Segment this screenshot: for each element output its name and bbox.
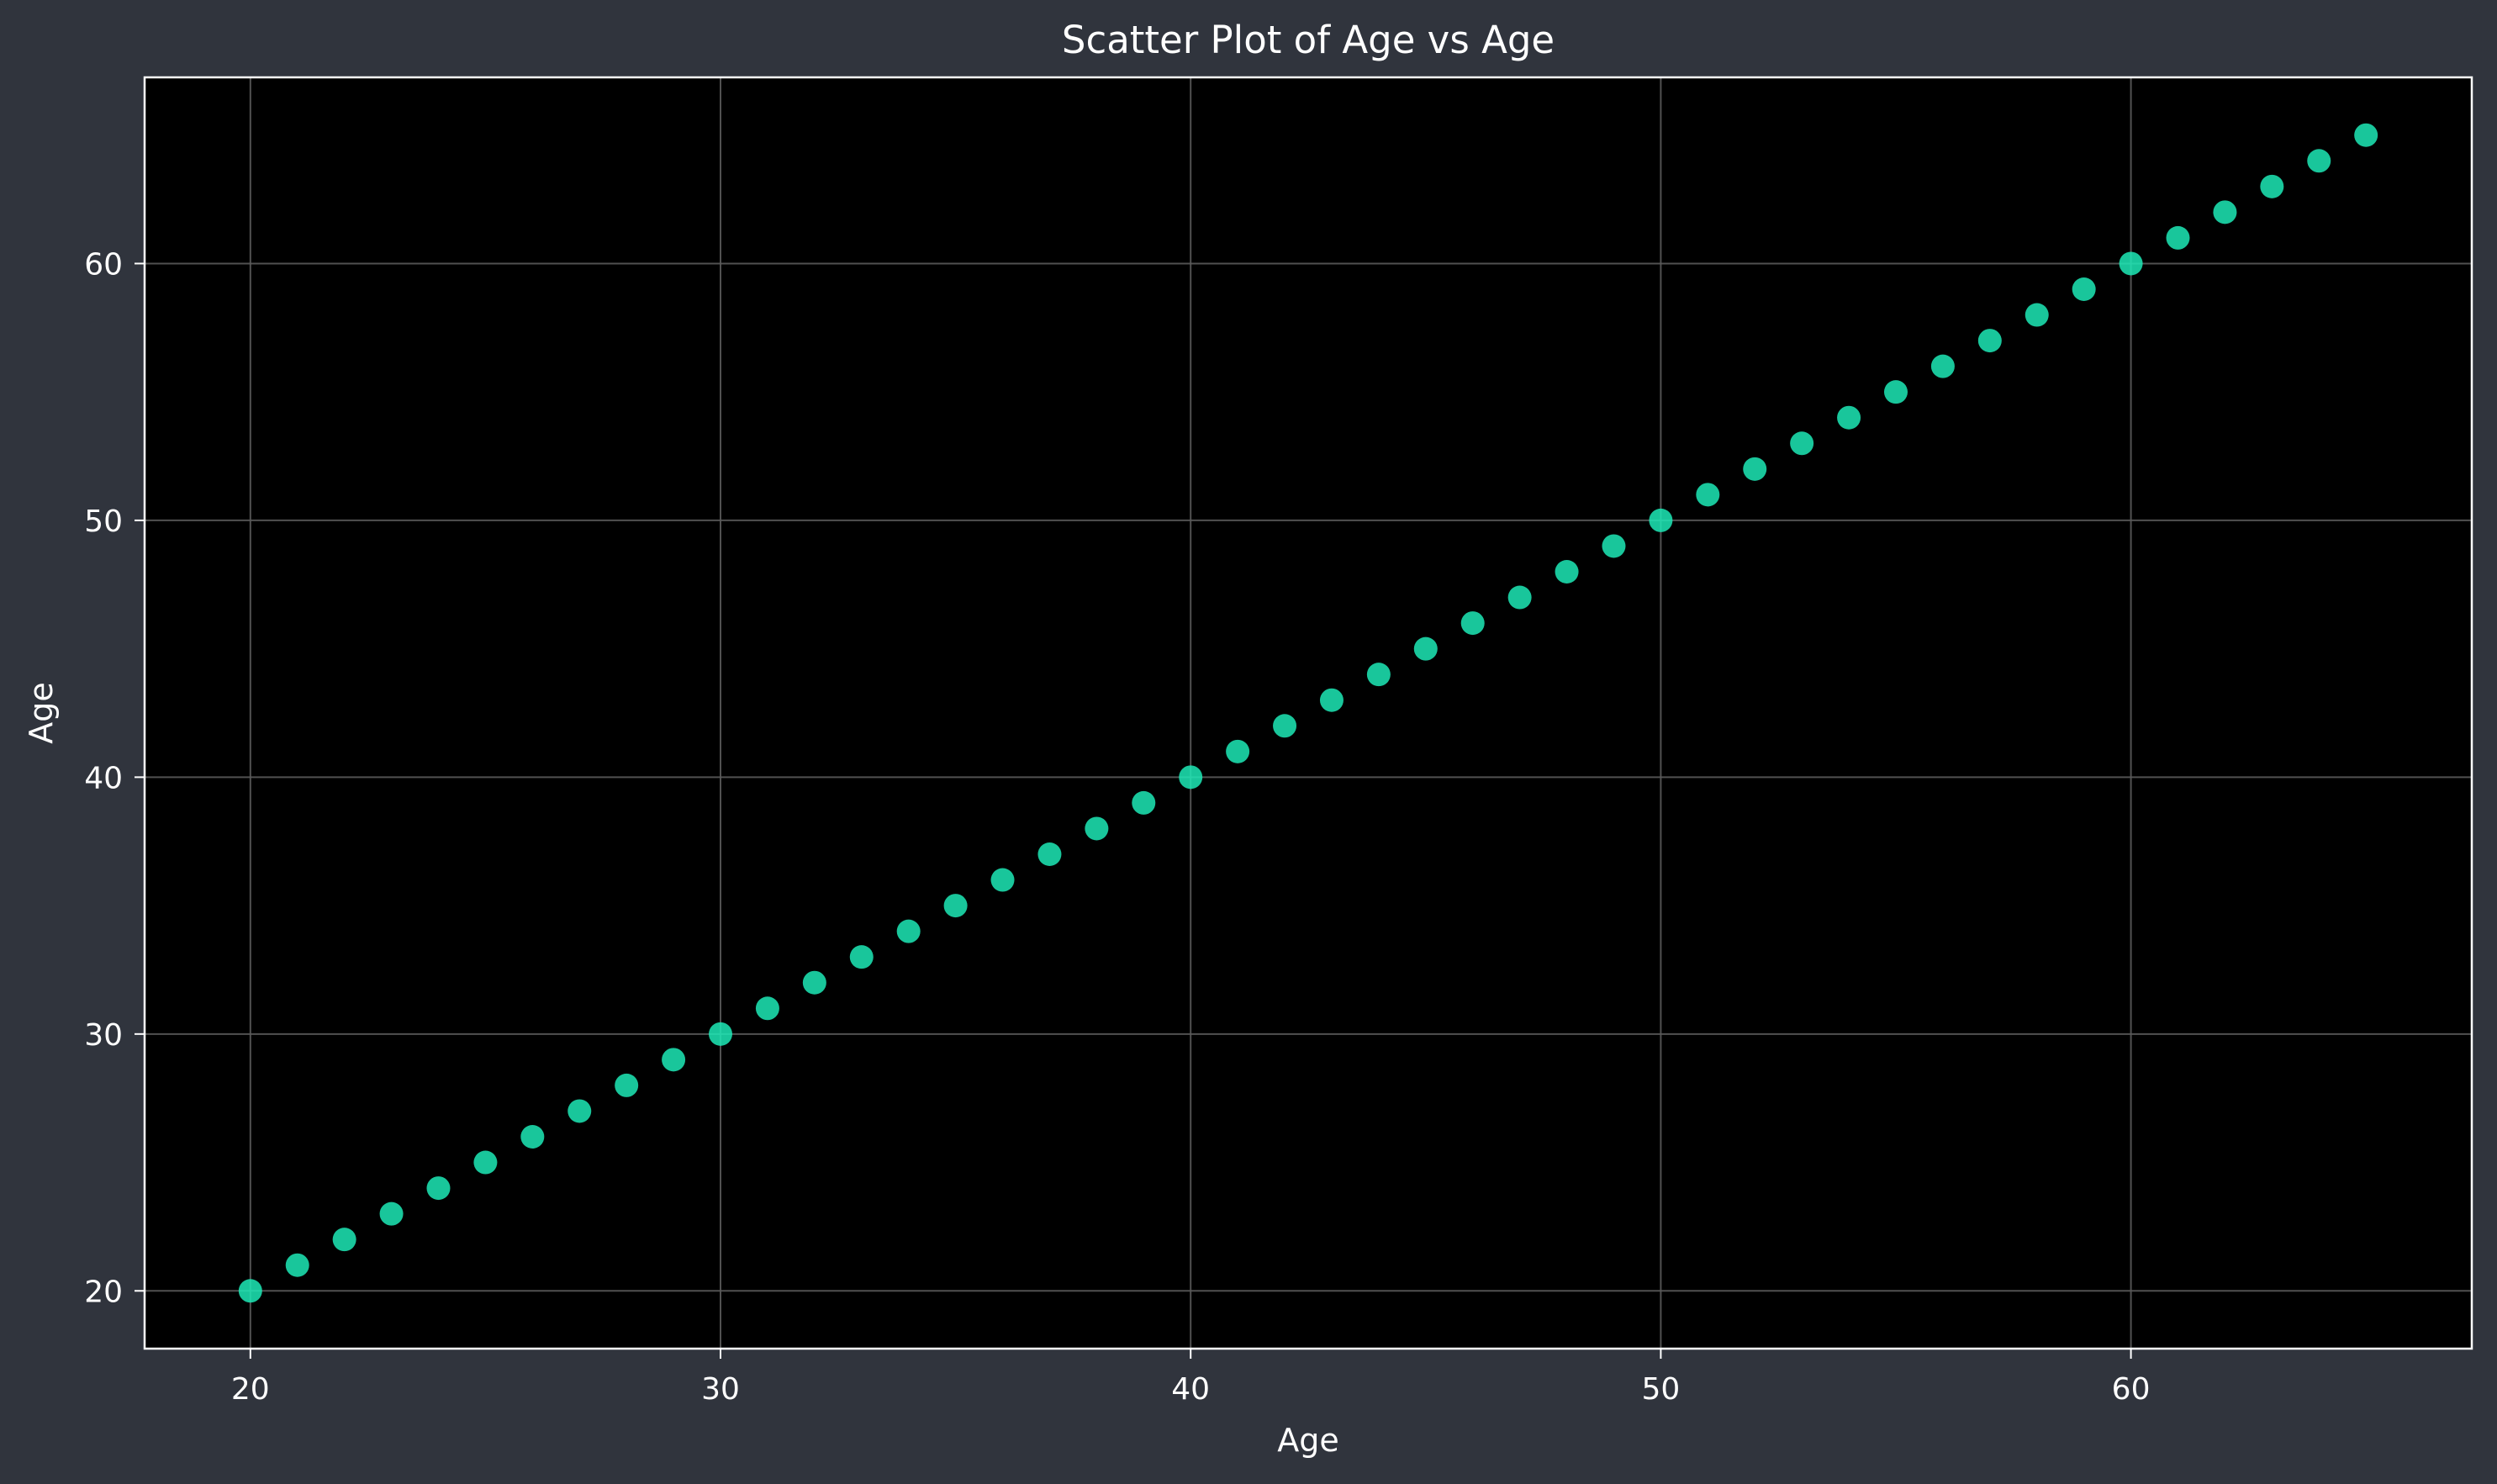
scatter-point: [2213, 200, 2237, 224]
scatter-point: [379, 1201, 404, 1226]
scatter-point: [332, 1228, 356, 1252]
scatter-point: [2260, 174, 2284, 198]
scatter-point: [802, 970, 826, 995]
grid-lines: [145, 77, 2472, 1349]
scatter-point: [1085, 816, 1109, 841]
y-tick-label: 50: [84, 504, 123, 539]
scatter-point: [426, 1176, 451, 1201]
scatter-point: [1790, 431, 1814, 456]
y-tick-label: 30: [84, 1018, 123, 1053]
scatter-point: [709, 1022, 733, 1046]
scatter-point: [1132, 790, 1156, 815]
chart-title: Scatter Plot of Age vs Age: [1062, 18, 1555, 62]
plot-frame: [143, 76, 2473, 1350]
scatter-point: [1226, 739, 1250, 763]
x-axis-label: Age: [1277, 1422, 1339, 1459]
scatter-point: [2025, 303, 2049, 327]
data-points: [238, 123, 2378, 1303]
scatter-point: [1555, 560, 1579, 584]
scatter-point: [1319, 688, 1344, 712]
y-axis-ticks: 20 30 40 50 60: [84, 247, 145, 1309]
scatter-point: [473, 1150, 498, 1175]
scatter-point: [1649, 508, 1673, 532]
x-tick-label: 30: [701, 1372, 740, 1407]
scatter-point: [1602, 534, 1626, 558]
scatter-point: [896, 919, 921, 943]
y-tick-label: 60: [84, 247, 123, 282]
scatter-point: [2307, 149, 2331, 173]
scatter-point: [1883, 380, 1908, 404]
scatter-point: [1460, 611, 1485, 636]
scatter-point: [1696, 483, 1720, 507]
scatter-point: [238, 1279, 262, 1303]
scatter-point: [2166, 225, 2190, 250]
scatter-point: [615, 1073, 639, 1097]
scatter-point: [520, 1125, 545, 1149]
scatter-point: [2354, 123, 2378, 147]
scatter-point: [1977, 329, 2002, 353]
scatter-point: [1930, 354, 1955, 378]
scatter-point: [755, 996, 779, 1021]
x-tick-label: 50: [1641, 1372, 1680, 1407]
x-tick-label: 20: [231, 1372, 270, 1407]
scatter-point: [1273, 714, 1297, 738]
scatter-point: [1743, 457, 1767, 481]
scatter-point: [568, 1099, 592, 1123]
x-axis-ticks: 20 30 40 50 60: [231, 1349, 2151, 1407]
scatter-point: [1507, 585, 1532, 610]
x-tick-label: 60: [2112, 1372, 2151, 1407]
y-axis-label: Age: [23, 682, 60, 744]
scatter-point: [990, 868, 1015, 892]
scatter-point: [849, 945, 874, 969]
scatter-point: [285, 1253, 309, 1277]
scatter-point: [1366, 663, 1391, 687]
x-tick-label: 40: [1171, 1372, 1210, 1407]
scatter-point: [943, 894, 968, 918]
y-tick-label: 40: [84, 761, 123, 795]
scatter-point: [1413, 636, 1438, 661]
scatter-point: [1037, 842, 1062, 866]
scatter-point: [662, 1048, 686, 1072]
scatter-point: [1837, 405, 1861, 430]
y-tick-label: 20: [84, 1275, 123, 1309]
scatter-point: [1179, 765, 1203, 790]
scatter-point: [2072, 277, 2096, 301]
scatter-point: [2119, 251, 2143, 276]
